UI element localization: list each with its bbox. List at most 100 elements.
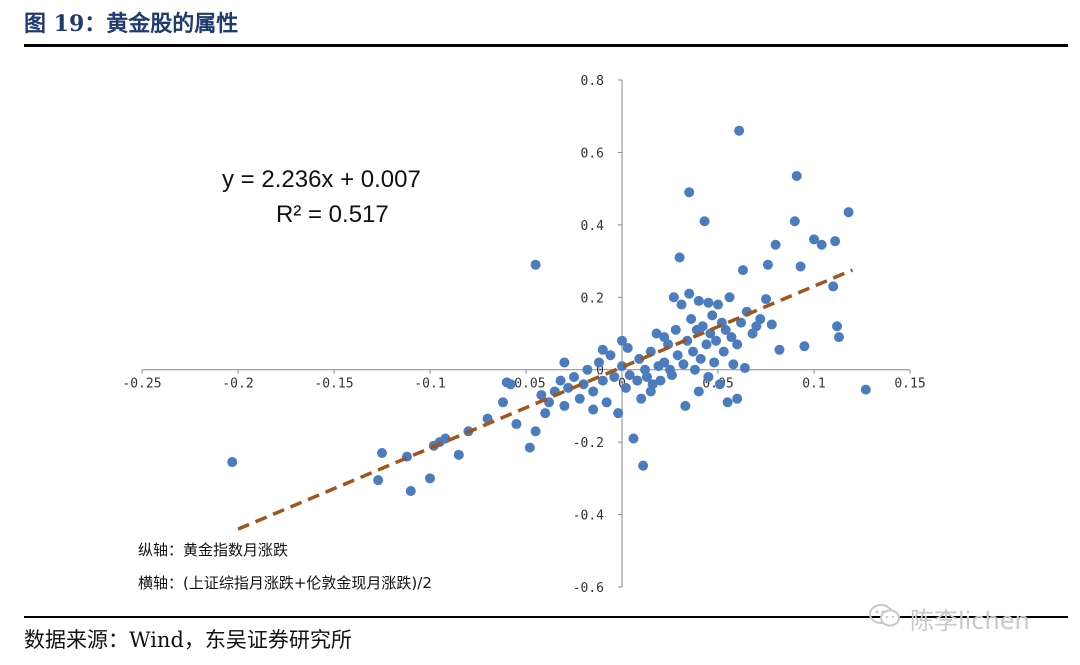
axes: -0.25-0.2-0.15-0.1-0.0500.050.10.150.80.… (122, 74, 925, 596)
x-tick-label: 0.1 (802, 377, 825, 392)
data-point (720, 324, 731, 335)
data-point (601, 397, 612, 408)
data-point (227, 457, 238, 468)
data-point (686, 314, 697, 325)
data-point (666, 370, 677, 381)
data-point (620, 382, 631, 393)
data-point (668, 292, 679, 303)
data-point (645, 386, 656, 397)
data-point (574, 393, 585, 404)
data-point (828, 281, 839, 292)
data-point (530, 259, 541, 270)
data-point (676, 299, 687, 310)
x-tick-label: 0 (618, 377, 626, 392)
data-point (734, 125, 745, 136)
data-point (624, 370, 635, 381)
data-point (736, 317, 747, 328)
data-point (373, 475, 384, 486)
data-point (732, 339, 743, 350)
watermark-text: 陈李lichen (910, 607, 1030, 635)
y-tick-label: 0.2 (581, 291, 604, 306)
data-point (613, 408, 624, 419)
data-point (588, 386, 599, 397)
y-tick-label: -0.6 (573, 581, 604, 596)
data-point (714, 379, 725, 390)
data-point (705, 328, 716, 339)
data-point (728, 359, 739, 370)
data-point (789, 216, 800, 227)
r-squared-label: R² = 0.517 (276, 201, 389, 228)
data-point (739, 362, 750, 373)
data-point (703, 297, 714, 308)
trendline-group (237, 268, 854, 531)
data-point (732, 393, 743, 404)
data-point (634, 353, 645, 364)
source-rule (24, 616, 1068, 618)
data-point (697, 321, 708, 332)
data-point (774, 344, 785, 355)
regression-equation: y = 2.236x + 0.007 (222, 166, 421, 193)
y-tick-label: 0.6 (581, 146, 604, 161)
data-point (707, 310, 718, 321)
data-point (713, 299, 723, 310)
x-tick-label: -0.1 (414, 377, 445, 392)
y-tick-label: 0 (596, 364, 604, 379)
source-note: 数据来源：Wind，东吴证券研究所 (24, 628, 352, 652)
data-point (709, 357, 720, 368)
data-point (770, 239, 781, 250)
data-point (832, 321, 843, 332)
data-point (530, 426, 541, 437)
data-point (555, 375, 566, 386)
data-point (684, 187, 695, 198)
data-point (659, 332, 670, 343)
data-point (689, 364, 700, 375)
data-point (791, 170, 802, 181)
data-point (701, 339, 712, 350)
data-point (833, 332, 844, 343)
y-tick-label: 0.4 (581, 219, 605, 234)
data-point (593, 357, 604, 368)
data-point (651, 328, 662, 339)
data-point (695, 353, 706, 364)
x-tick-label: -0.15 (314, 377, 353, 392)
y-tick-label: 0.8 (581, 74, 604, 89)
data-point (688, 346, 699, 357)
data-point (511, 419, 522, 430)
title-rule (24, 44, 1068, 47)
data-point (563, 382, 574, 393)
data-point (597, 344, 608, 355)
data-point (559, 357, 570, 368)
data-point (799, 341, 810, 352)
data-point (682, 335, 693, 346)
data-point (809, 234, 819, 245)
data-point (843, 207, 854, 218)
y-axis-note: 纵轴：黄金指数月涨跌 (138, 541, 288, 559)
data-point (672, 350, 683, 361)
data-point (540, 408, 551, 419)
data-point (830, 236, 841, 247)
x-tick-label: 0.15 (894, 377, 925, 392)
watermark: 陈李lichen (868, 601, 1030, 636)
data-point (609, 371, 620, 382)
trendline (237, 268, 854, 531)
data-point (699, 216, 710, 227)
data-point (860, 384, 871, 395)
data-point (645, 346, 656, 357)
x-axis-note: 横轴：(上证综指月涨跌+伦敦金现月涨跌)/2 (138, 574, 432, 592)
data-point (440, 433, 451, 444)
data-point (755, 314, 766, 325)
data-point (377, 448, 387, 459)
data-point (795, 261, 806, 272)
data-point (670, 324, 681, 335)
data-point (582, 364, 593, 375)
data-point (588, 404, 599, 415)
data-point (761, 294, 771, 305)
x-tick-label: -0.05 (506, 377, 545, 392)
data-point (524, 442, 535, 453)
data-point (636, 393, 647, 404)
scatter-points (227, 125, 871, 497)
data-point (578, 379, 589, 390)
data-point (405, 486, 416, 497)
data-point (693, 386, 704, 397)
data-point (597, 375, 608, 386)
